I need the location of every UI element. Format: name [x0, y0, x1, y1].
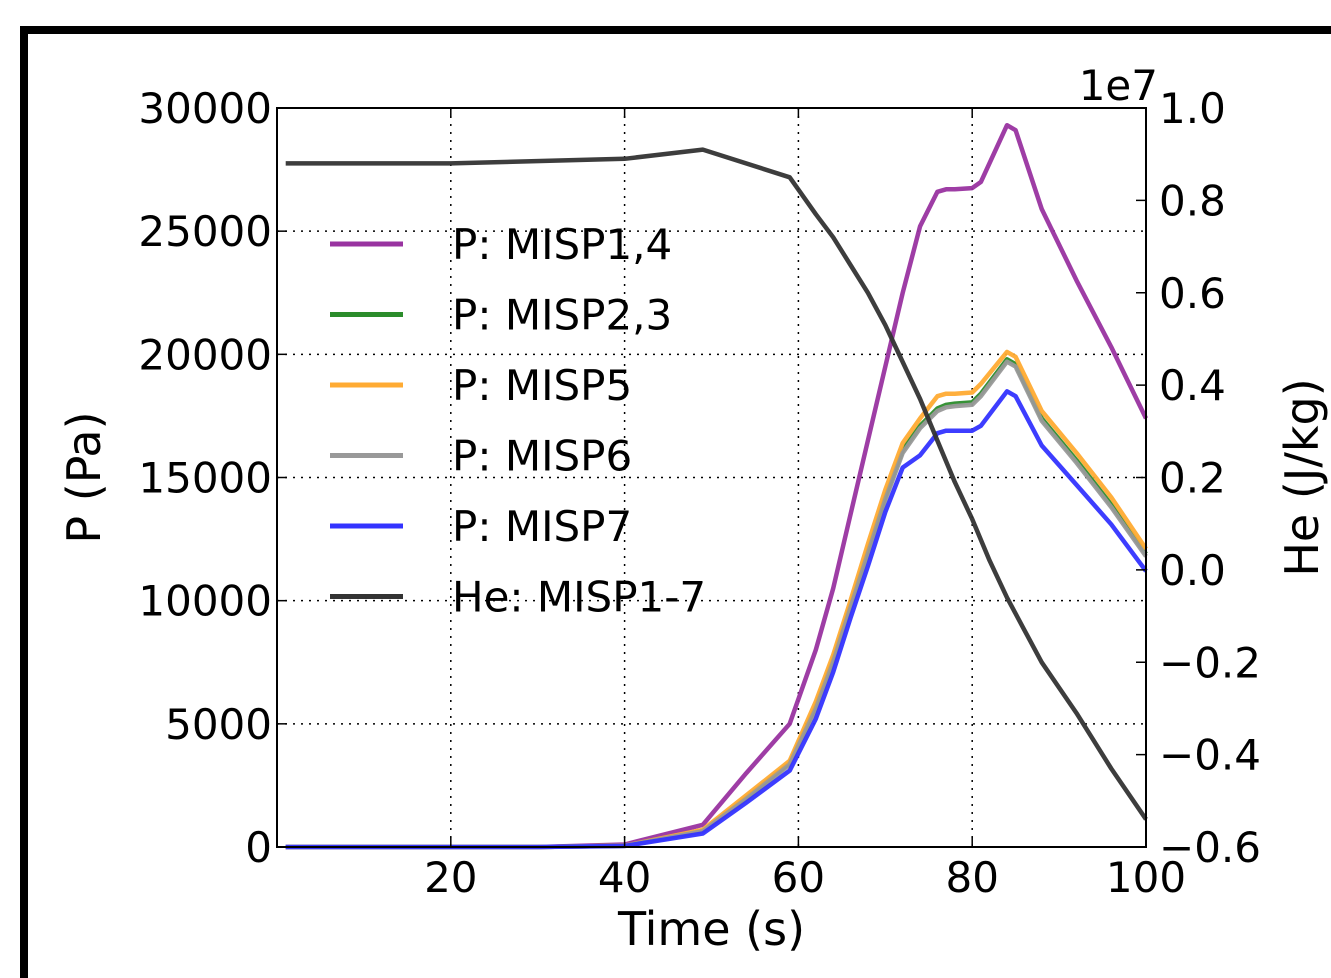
y2-tick-label: −0.6 [1159, 823, 1261, 872]
y2-tick-label: 0.0 [1159, 546, 1226, 595]
y-tick-label: 0 [245, 823, 272, 872]
x-axis-label: Time (s) [617, 902, 805, 956]
grid-lines [277, 108, 1146, 847]
plot-area [277, 108, 1146, 847]
y2-offset-label: 1e7 [1079, 61, 1158, 110]
series-layer [285, 122, 1149, 850]
plot-background [277, 108, 1146, 847]
legend-entry-label: P: MISP5 [452, 361, 632, 410]
legend-entry-label: P: MISP7 [452, 502, 632, 551]
legend-entry-label: He: MISP1-7 [452, 573, 706, 622]
y-tick-label: 30000 [138, 84, 272, 133]
y-tick-label: 5000 [165, 700, 272, 749]
series-line-p-misp7 [285, 389, 1148, 850]
x-tick-label: 60 [772, 853, 825, 902]
y2-tick-label: 1.0 [1159, 84, 1226, 133]
ticks: 20 40 60 80 100 0 5000 10000 15000 20000 25000 3000… [138, 84, 1261, 902]
x-tick-label: 80 [945, 853, 998, 902]
x-tick-label: 20 [424, 853, 477, 902]
series-line-p-misp1-4 [285, 122, 1149, 850]
legend: P: MISP1,4 P: MISP2,3 P: MISP5 P: MISP6 P: M… [330, 220, 706, 622]
y-tick-label: 15000 [138, 454, 272, 503]
series-line-he-misp1-7 [285, 147, 1148, 821]
legend-entry-label: P: MISP2,3 [452, 291, 672, 340]
y2-tick-label: 0.6 [1159, 269, 1226, 318]
y2-tick-label: 0.2 [1159, 454, 1226, 503]
legend-entry-label: P: MISP1,4 [452, 220, 672, 269]
y2-tick-label: 0.4 [1159, 361, 1226, 410]
y-tick-label: 10000 [138, 577, 272, 626]
y2-tick-label: 0.8 [1159, 176, 1226, 225]
y-tick-label: 20000 [138, 330, 272, 379]
y-tick-label: 25000 [138, 207, 272, 256]
y-axis-label: P (Pa) [57, 411, 111, 543]
x-tick-label: 100 [1106, 853, 1186, 902]
x-tick-label: 40 [598, 853, 651, 902]
y2-tick-label: −0.4 [1159, 731, 1261, 780]
figure-frame [20, 26, 1331, 978]
y2-tick-label: −0.2 [1159, 638, 1261, 687]
legend-entry-label: P: MISP6 [452, 432, 632, 481]
y2-axis-label: He (J/kg) [1275, 378, 1329, 576]
